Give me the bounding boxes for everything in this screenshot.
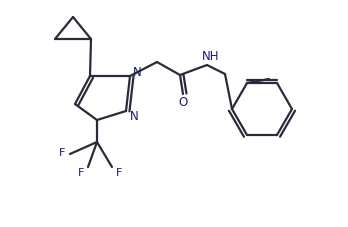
Text: F: F bbox=[116, 168, 122, 178]
Text: F: F bbox=[78, 168, 84, 178]
Text: F: F bbox=[59, 148, 65, 158]
Text: N: N bbox=[129, 109, 139, 123]
Text: O: O bbox=[179, 96, 188, 109]
Text: NH: NH bbox=[202, 50, 220, 64]
Text: N: N bbox=[133, 66, 141, 79]
